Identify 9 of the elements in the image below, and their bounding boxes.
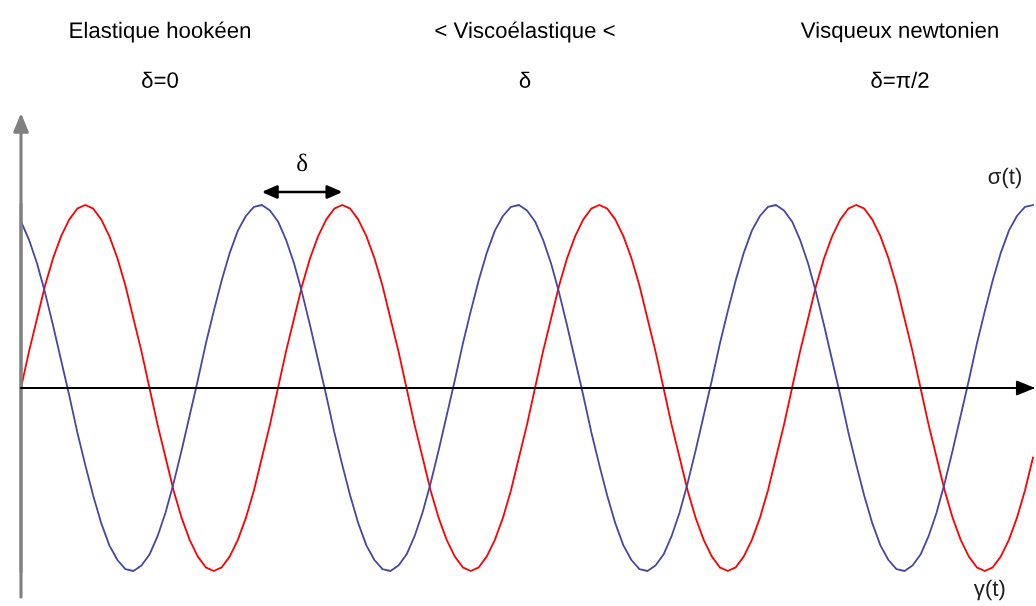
text: δ=π/2 xyxy=(871,71,929,88)
text: δ xyxy=(519,71,531,88)
text: δ xyxy=(297,153,308,172)
text: δ=0 xyxy=(142,71,178,88)
text: < Viscoélastique < xyxy=(435,21,615,43)
text: Visqueux newtonien xyxy=(800,21,998,43)
series-label: σ(t) xyxy=(988,167,1021,189)
series-label: γ(t) xyxy=(973,579,1005,601)
text: Elastique hookéen xyxy=(70,21,250,43)
